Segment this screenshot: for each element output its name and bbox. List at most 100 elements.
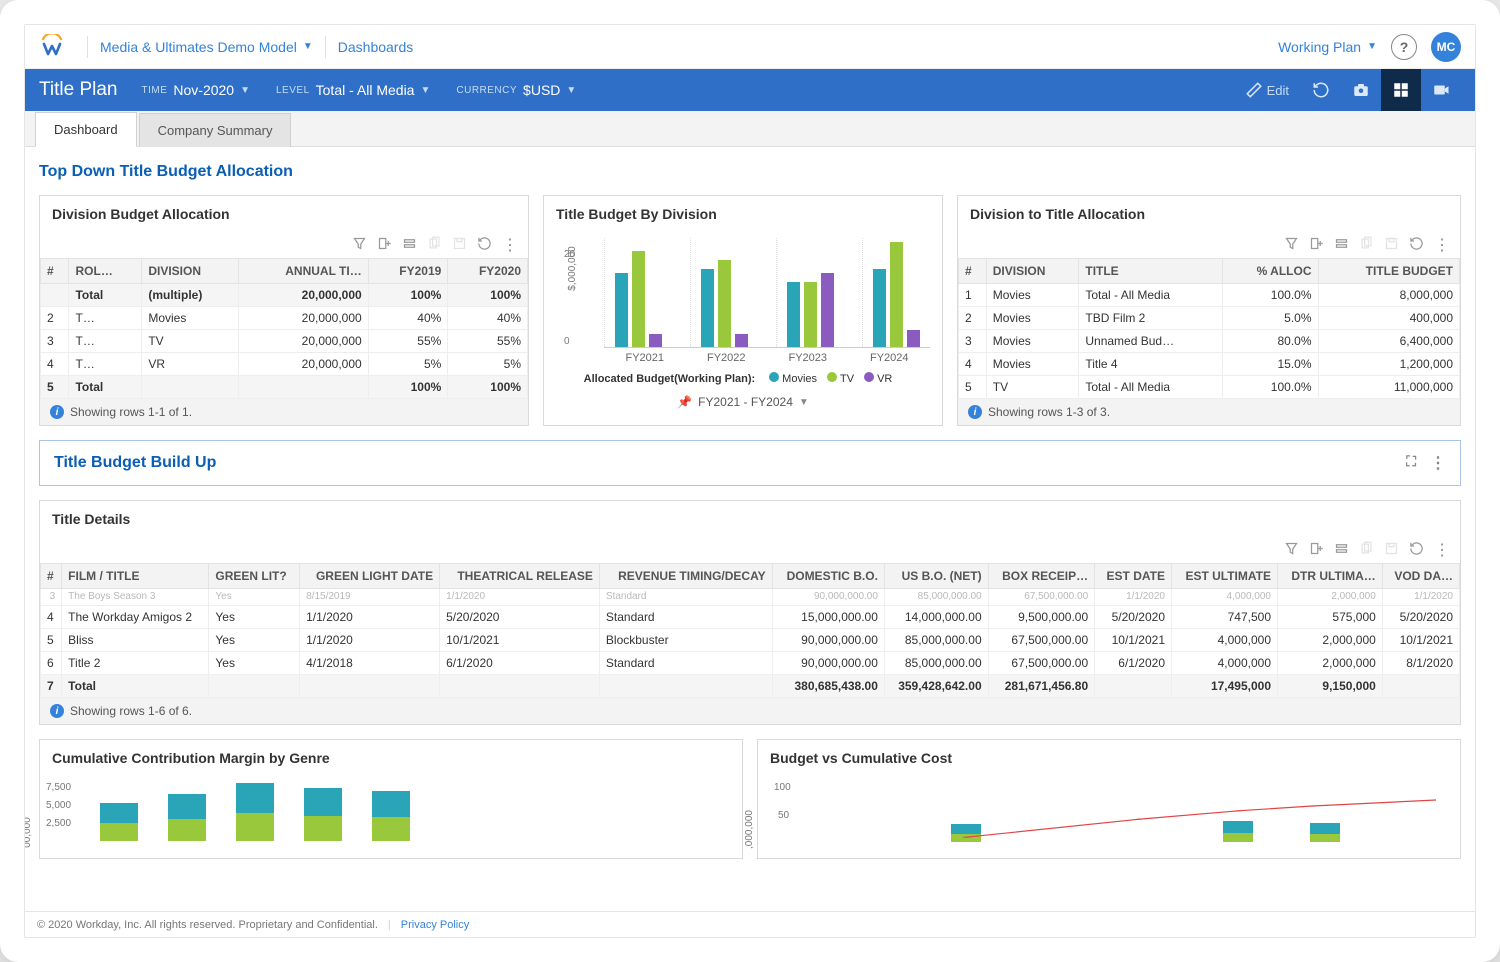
card-toolbar: ⋮ (958, 232, 1460, 258)
column-header[interactable]: VOD DA… (1382, 564, 1459, 589)
chevron-down-icon: ▼ (566, 85, 576, 96)
add-column-icon[interactable] (1309, 541, 1324, 559)
column-header[interactable]: US B.O. (NET) (884, 564, 988, 589)
bulk-edit-icon[interactable] (1334, 541, 1349, 559)
section-build-up: Title Budget Build Up ⛶ ⋮ (39, 440, 1461, 486)
present-icon[interactable] (1421, 69, 1461, 111)
column-header[interactable]: FILM / TITLE (62, 564, 209, 589)
more-icon[interactable]: ⋮ (502, 235, 518, 255)
refresh-icon[interactable] (1409, 236, 1424, 254)
table-row[interactable]: 5TVTotal - All Media100.0%11,000,000 (959, 376, 1460, 399)
table-row[interactable]: 2MoviesTBD Film 25.0%400,000 (959, 307, 1460, 330)
column-header[interactable]: # (959, 259, 987, 284)
model-name: Media & Ultimates Demo Model (100, 39, 297, 55)
avatar[interactable]: MC (1431, 32, 1461, 62)
table-row[interactable]: 2T…Movies20,000,00040%40% (41, 307, 528, 330)
level-selector[interactable]: LEVEL Total - All Media ▼ (276, 82, 430, 98)
tab-dashboard[interactable]: Dashboard (35, 112, 137, 147)
copy-icon[interactable] (1359, 236, 1374, 254)
table-row[interactable]: 3MoviesUnnamed Bud…80.0%6,400,000 (959, 330, 1460, 353)
chevron-down-icon: ▼ (240, 85, 250, 96)
filter-icon[interactable] (352, 236, 367, 254)
info-icon: i (968, 405, 982, 419)
refresh-icon[interactable] (477, 236, 492, 254)
table-row[interactable]: 3T…TV20,000,00055%55% (41, 330, 528, 353)
line-chart[interactable] (818, 782, 1436, 842)
column-header[interactable]: BOX RECEIP… (988, 564, 1095, 589)
info-row: iShowing rows 1-6 of 6. (40, 698, 1460, 724)
filter-icon[interactable] (1284, 236, 1299, 254)
time-selector[interactable]: TIME Nov-2020 ▼ (142, 82, 251, 98)
column-header[interactable]: % ALLOC (1222, 259, 1318, 284)
column-header[interactable]: EST ULTIMATE (1172, 564, 1278, 589)
table-row[interactable]: Total(multiple)20,000,000100%100% (41, 284, 528, 307)
column-header[interactable]: TITLE BUDGET (1318, 259, 1460, 284)
edit-button[interactable]: Edit (1233, 69, 1301, 111)
copy-icon[interactable] (1359, 541, 1374, 559)
model-selector[interactable]: Media & Ultimates Demo Model ▼ (100, 39, 313, 55)
dashboard-content: Top Down Title Budget Allocation Divisio… (25, 147, 1475, 911)
table-row[interactable]: 4The Workday Amigos 2Yes1/1/20205/20/202… (41, 606, 1460, 629)
refresh-icon[interactable] (1409, 541, 1424, 559)
chevron-down-icon: ▼ (303, 41, 313, 52)
column-header[interactable]: DIVISION (142, 259, 239, 284)
more-icon[interactable]: ⋮ (1430, 453, 1446, 473)
bulk-edit-icon[interactable] (1334, 236, 1349, 254)
add-column-icon[interactable] (1309, 236, 1324, 254)
table-row[interactable]: 4MoviesTitle 415.0%1,200,000 (959, 353, 1460, 376)
table-row[interactable]: 4T…VR20,000,0005%5% (41, 353, 528, 376)
table-row[interactable]: 6Title 2Yes4/1/20186/1/2020Standard90,00… (41, 652, 1460, 675)
save-icon[interactable] (452, 236, 467, 254)
breadcrumb-dashboards[interactable]: Dashboards (338, 39, 414, 55)
card-toolbar: ⋮ (40, 232, 528, 258)
bulk-edit-icon[interactable] (402, 236, 417, 254)
column-header[interactable]: DIVISION (986, 259, 1079, 284)
column-header[interactable]: EST DATE (1095, 564, 1172, 589)
column-header[interactable]: # (41, 564, 62, 589)
chart-range-selector[interactable]: 📌 FY2021 - FY2024 ▼ (556, 395, 930, 409)
page-title: Title Plan (39, 79, 118, 101)
table-row[interactable]: 1MoviesTotal - All Media100.0%8,000,000 (959, 284, 1460, 307)
filter-icon[interactable] (1284, 541, 1299, 559)
help-icon[interactable]: ? (1391, 34, 1417, 60)
column-header[interactable]: GREEN LIGHT DATE (300, 564, 440, 589)
column-header[interactable]: FY2019 (368, 259, 448, 284)
camera-icon[interactable] (1341, 69, 1381, 111)
tab-company-summary[interactable]: Company Summary (139, 113, 292, 147)
refresh-icon[interactable] (1301, 69, 1341, 111)
pin-icon: 📌 (677, 395, 692, 409)
save-icon[interactable] (1384, 236, 1399, 254)
info-row: iShowing rows 1-3 of 3. (958, 399, 1460, 425)
expand-icon[interactable]: ⛶ (1406, 453, 1416, 473)
division-budget-table[interactable]: #ROL…DIVISIONANNUAL TI…FY2019FY2020 Tota… (40, 258, 528, 399)
table-row[interactable]: 5BlissYes1/1/202010/1/2021Blockbuster90,… (41, 629, 1460, 652)
working-plan-selector[interactable]: Working Plan ▼ (1278, 39, 1377, 55)
privacy-link[interactable]: Privacy Policy (401, 919, 469, 931)
stacked-bar-chart[interactable] (100, 782, 730, 842)
table-row[interactable]: 5Total100%100% (41, 376, 528, 399)
add-column-icon[interactable] (377, 236, 392, 254)
column-header[interactable]: REVENUE TIMING/DECAY (599, 564, 772, 589)
page-footer: © 2020 Workday, Inc. All rights reserved… (25, 911, 1475, 937)
copy-icon[interactable] (427, 236, 442, 254)
currency-selector[interactable]: CURRENCY $USD ▼ (456, 82, 576, 98)
save-icon[interactable] (1384, 541, 1399, 559)
column-header[interactable]: ROL… (69, 259, 142, 284)
bar-chart[interactable]: $,000,000 020 (604, 238, 930, 348)
column-header[interactable]: FY2020 (448, 259, 528, 284)
grid-view-icon[interactable] (1381, 69, 1421, 111)
workday-logo-icon[interactable] (39, 34, 65, 60)
more-icon[interactable]: ⋮ (1434, 540, 1450, 560)
more-icon[interactable]: ⋮ (1434, 235, 1450, 255)
card-margin-by-genre: Cumulative Contribution Margin by Genre … (39, 739, 743, 859)
column-header[interactable]: DOMESTIC B.O. (772, 564, 884, 589)
column-header[interactable]: THEATRICAL RELEASE (440, 564, 600, 589)
column-header[interactable]: # (41, 259, 69, 284)
column-header[interactable]: ANNUAL TI… (239, 259, 368, 284)
column-header[interactable]: GREEN LIT? (209, 564, 300, 589)
title-details-table[interactable]: #FILM / TITLEGREEN LIT?GREEN LIGHT DATET… (40, 563, 1460, 698)
column-header[interactable]: TITLE (1079, 259, 1222, 284)
column-header[interactable]: DTR ULTIMA… (1278, 564, 1383, 589)
table-row[interactable]: 7Total380,685,438.00359,428,642.00281,67… (41, 675, 1460, 698)
division-to-title-table[interactable]: #DIVISIONTITLE% ALLOCTITLE BUDGET 1Movie… (958, 258, 1460, 399)
